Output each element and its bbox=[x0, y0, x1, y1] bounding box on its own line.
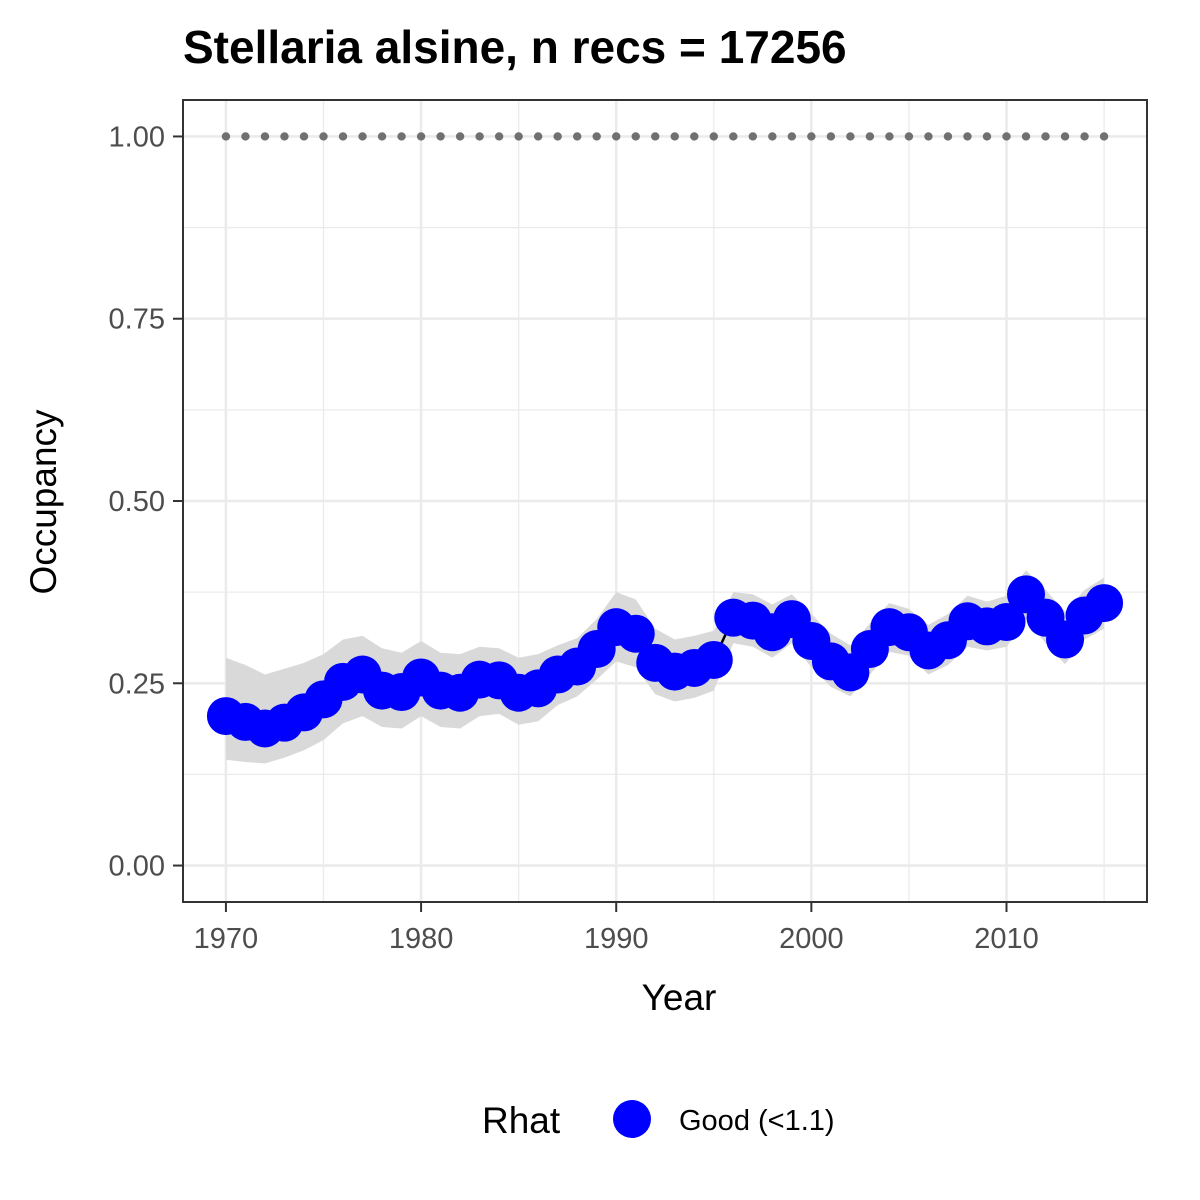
x-tick-label: 1980 bbox=[389, 923, 454, 955]
reference-dot bbox=[904, 132, 914, 141]
reference-dot bbox=[553, 132, 562, 141]
reference-dot bbox=[455, 132, 465, 141]
reference-dot bbox=[982, 132, 992, 141]
x-tick-label: 1970 bbox=[194, 923, 259, 955]
reference-dot bbox=[631, 132, 640, 141]
reference-dot bbox=[1041, 132, 1050, 141]
reference-dot bbox=[885, 132, 894, 141]
reference-dot bbox=[1021, 132, 1031, 141]
reference-dot bbox=[494, 132, 504, 141]
data-point bbox=[987, 603, 1026, 642]
reference-dot bbox=[1099, 132, 1109, 141]
legend-label-good: Good (<1.1) bbox=[679, 1105, 835, 1137]
y-tick-label: 0.25 bbox=[109, 668, 165, 700]
reference-dot bbox=[475, 132, 484, 141]
y-axis: 0.00 0.25 0.50 0.75 1.00 bbox=[109, 121, 183, 883]
data-point bbox=[616, 614, 655, 653]
reference-dot bbox=[338, 132, 348, 141]
reference-dot bbox=[572, 132, 582, 141]
reference-dot bbox=[670, 132, 679, 141]
reference-dot bbox=[397, 132, 406, 141]
reference-dot bbox=[1060, 132, 1070, 141]
legend: Rhat Good (<1.1) bbox=[482, 1100, 835, 1141]
chart-title: Stellaria alsine, n recs = 17256 bbox=[183, 21, 847, 73]
reference-dot bbox=[768, 132, 777, 141]
reference-dot bbox=[748, 132, 758, 141]
x-tick-label: 2000 bbox=[779, 923, 844, 955]
reference-dot bbox=[299, 132, 309, 141]
data-point bbox=[694, 640, 733, 679]
reference-dot bbox=[260, 132, 270, 141]
reference-dot bbox=[963, 132, 972, 141]
reference-dot bbox=[846, 132, 855, 141]
legend-key-good-icon bbox=[613, 1100, 651, 1138]
reference-dot bbox=[221, 132, 231, 141]
reference-dot bbox=[690, 132, 699, 141]
reference-dot bbox=[436, 132, 445, 141]
reference-dot bbox=[729, 132, 738, 141]
reference-line-layer bbox=[221, 132, 1109, 141]
x-axis-title: Year bbox=[642, 977, 717, 1018]
reference-dot bbox=[709, 132, 718, 141]
reference-dot bbox=[651, 132, 660, 141]
legend-title: Rhat bbox=[482, 1100, 561, 1141]
reference-dot bbox=[592, 132, 601, 141]
reference-dot bbox=[241, 132, 250, 141]
data-points-layer bbox=[206, 575, 1124, 748]
x-tick-label: 2010 bbox=[974, 923, 1039, 955]
reference-dot bbox=[1080, 132, 1089, 141]
reference-dot bbox=[514, 132, 523, 141]
reference-dot bbox=[533, 132, 543, 141]
reference-dot bbox=[924, 132, 933, 141]
reference-dot bbox=[943, 132, 953, 141]
reference-dot bbox=[280, 132, 289, 141]
reference-dot bbox=[826, 132, 836, 141]
reference-dot bbox=[612, 132, 621, 141]
y-tick-label: 1.00 bbox=[109, 121, 165, 153]
reference-dot bbox=[865, 132, 875, 141]
reference-dot bbox=[416, 132, 426, 141]
x-tick-label: 1990 bbox=[584, 923, 649, 955]
data-point bbox=[1085, 584, 1124, 623]
reference-dot bbox=[377, 132, 387, 141]
y-tick-label: 0.75 bbox=[109, 304, 165, 336]
reference-dot bbox=[358, 132, 367, 141]
reference-dot bbox=[1002, 132, 1011, 141]
y-axis-title: Occupancy bbox=[23, 409, 64, 595]
reference-dot bbox=[787, 132, 797, 141]
y-tick-label: 0.00 bbox=[109, 851, 165, 883]
reference-dot bbox=[807, 132, 816, 141]
x-axis: 1970 1980 1990 2000 2010 bbox=[194, 902, 1039, 955]
y-tick-label: 0.50 bbox=[109, 486, 165, 518]
reference-dot bbox=[319, 132, 328, 141]
